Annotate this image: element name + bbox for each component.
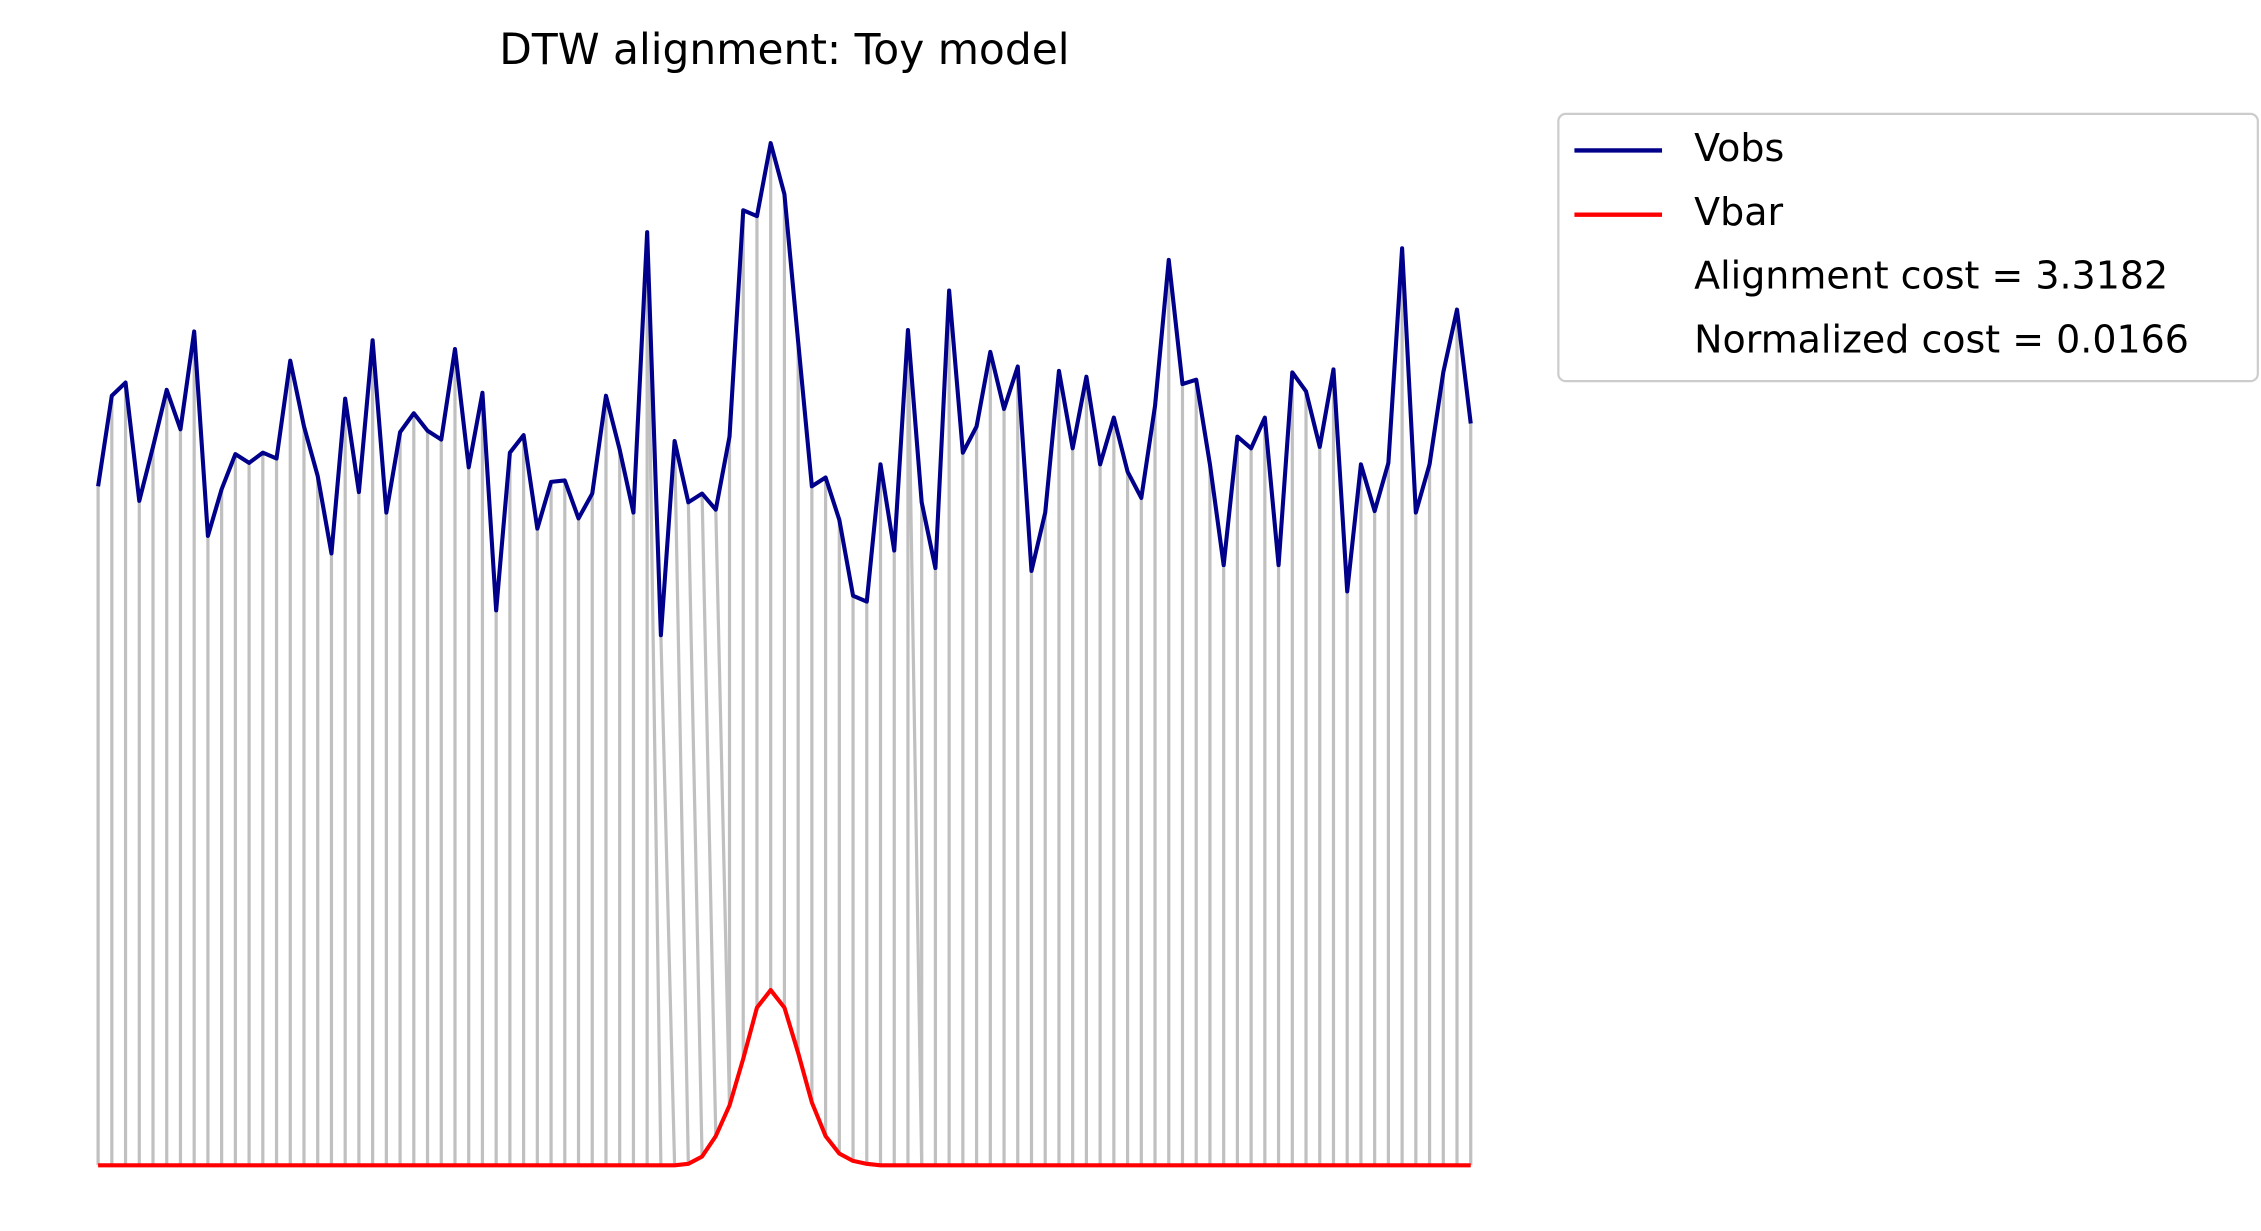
legend-label: Vbar (1694, 190, 1783, 234)
series-line (98, 988, 1471, 1168)
legend: Vobs Vbar Alignment cost = 3.3182 Normalize… (1557, 112, 2259, 383)
legend-label: Vobs (1694, 126, 1784, 170)
alignment-line (700, 493, 718, 1137)
alignment-line (906, 329, 924, 1166)
plot-area (96, 141, 1473, 1168)
alignment-line (645, 232, 663, 1166)
series-line (96, 141, 1473, 638)
legend-annotation: Alignment cost = 3.3182 (1694, 254, 2168, 298)
alignment-line (659, 635, 677, 1166)
legend-box (1557, 112, 2259, 383)
alignment-line (673, 440, 690, 1164)
alignment-line (686, 502, 704, 1157)
chart-title: DTW alignment: Toy model (499, 25, 1069, 74)
legend-annotation: Normalized cost = 0.0166 (1694, 317, 2189, 361)
alignment-line (714, 509, 732, 1106)
